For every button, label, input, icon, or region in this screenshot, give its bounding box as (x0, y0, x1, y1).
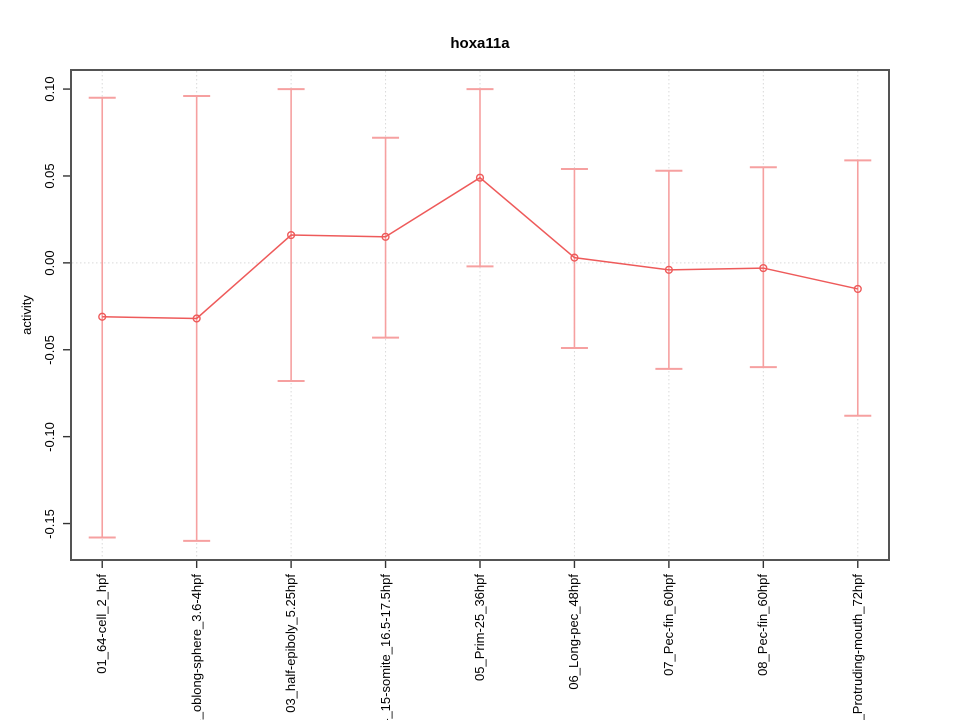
y-tick-label: -0.10 (42, 421, 57, 452)
y-axis-title: activity (19, 295, 34, 335)
data-point (98, 312, 107, 321)
y-tick-label: 0.10 (42, 76, 57, 102)
y-tick-label: -0.05 (42, 334, 57, 365)
x-category-label: 09_Protruding-mouth_72hpf (849, 574, 865, 720)
data-point (192, 314, 201, 323)
y-tick-label: -0.15 (42, 508, 57, 539)
y-tick-label: 0.00 (42, 250, 57, 276)
data-point (759, 263, 768, 273)
data-point (287, 230, 296, 240)
x-category-label: 03_half-epiboly_5.25hpf (283, 574, 299, 713)
x-category-label: 06_Long-pec_48hpf (566, 574, 582, 690)
y-tick-label: 0.05 (42, 163, 57, 189)
plot-frame (70, 69, 890, 561)
x-category-label: 08_Pec-fin_60hpf (755, 574, 771, 676)
data-point (475, 173, 485, 182)
x-category-label: 07_Pec-fin_60hpf (660, 574, 676, 676)
x-category-label: 01_64-cell_2_hpf (94, 574, 110, 674)
x-category-label: 04_15-somite_16.5-17.5hpf (377, 574, 393, 720)
data-point (853, 284, 862, 294)
chart-title: hoxa11a (450, 35, 510, 52)
x-category-label: 05_Prim-25_36hpf (472, 574, 487, 681)
x-category-label: 02_oblong-sphere_3.6-4hpf (188, 574, 204, 720)
data-point (570, 253, 579, 262)
data-point (381, 232, 390, 241)
series-line (102, 176, 858, 320)
data-point (664, 265, 673, 274)
